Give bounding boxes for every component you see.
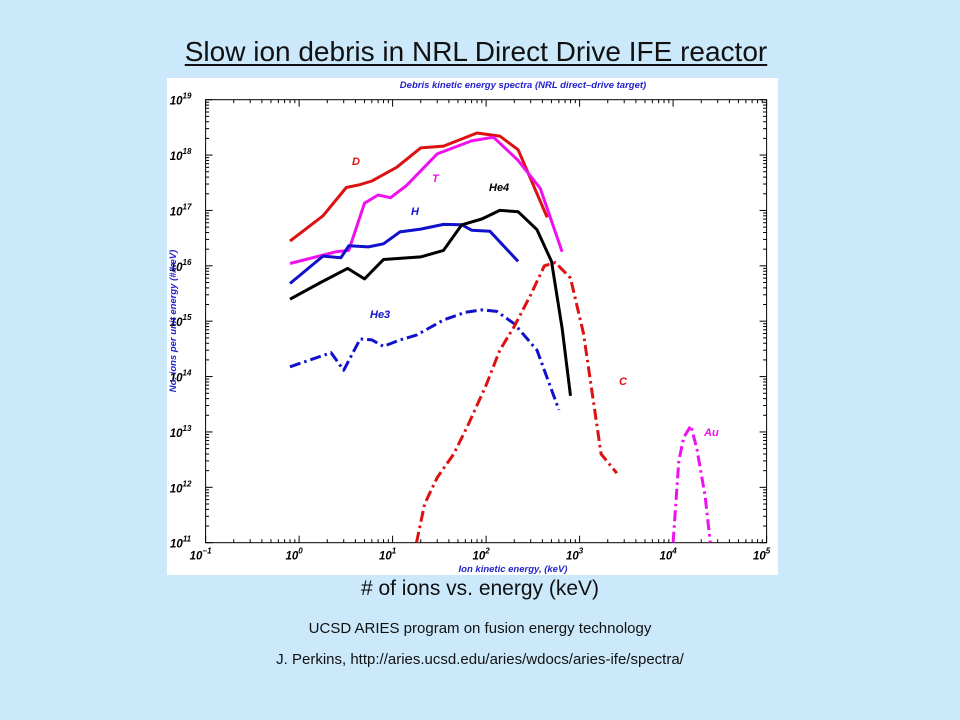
x-tick-label: 101 <box>379 547 397 563</box>
x-tick-label: 103 <box>566 547 584 563</box>
x-axis-label: Ion kinetic energy, (keV) <box>459 564 568 575</box>
x-tick-label: 105 <box>753 547 771 563</box>
series-line-t <box>289 135 564 265</box>
series-label-c: C <box>619 376 628 388</box>
series-label-au: Au <box>703 427 719 439</box>
x-tick-label: 10−1 <box>190 547 212 563</box>
spectra-chart: Debris kinetic energy spectra (NRL direc… <box>168 80 771 575</box>
y-tick-label: 1013 <box>170 424 192 440</box>
x-tick-label: 104 <box>659 547 677 563</box>
series-label-d: D <box>352 156 360 168</box>
credit-line-author: J. Perkins, http://aries.ucsd.edu/aries/… <box>276 651 684 668</box>
y-tick-label: 1019 <box>170 92 192 108</box>
x-tick-label: 100 <box>285 547 303 563</box>
series-label-t: T <box>432 173 440 185</box>
series-line-he3 <box>289 308 561 411</box>
series-line-au <box>671 424 712 543</box>
y-tick-label: 1012 <box>170 479 192 495</box>
series-label-he3: He3 <box>370 309 390 321</box>
series-label-he4: He4 <box>489 182 509 194</box>
series-line-he4 <box>289 208 572 396</box>
y-axis-label: No. ions per unit energy (#/keV) <box>168 250 179 393</box>
plot-frame <box>205 99 768 544</box>
y-tick-label: 1011 <box>170 535 192 551</box>
credit-line-program: UCSD ARIES program on fusion energy tech… <box>308 620 652 637</box>
series-label-h: H <box>411 206 420 218</box>
series-line-h <box>289 222 520 285</box>
y-tick-label: 1018 <box>170 147 192 163</box>
y-tick-label: 1017 <box>170 202 192 218</box>
series-line-d <box>289 131 549 243</box>
chart-title: Debris kinetic energy spectra (NRL direc… <box>400 80 646 91</box>
slide-title: Slow ion debris in NRL Direct Drive IFE … <box>184 36 768 67</box>
x-tick-label: 102 <box>472 547 490 563</box>
chart-panel: Debris kinetic energy spectra (NRL direc… <box>167 78 778 575</box>
chart-caption: # of ions vs. energy (keV) <box>360 577 600 600</box>
series-line-c <box>415 261 618 544</box>
